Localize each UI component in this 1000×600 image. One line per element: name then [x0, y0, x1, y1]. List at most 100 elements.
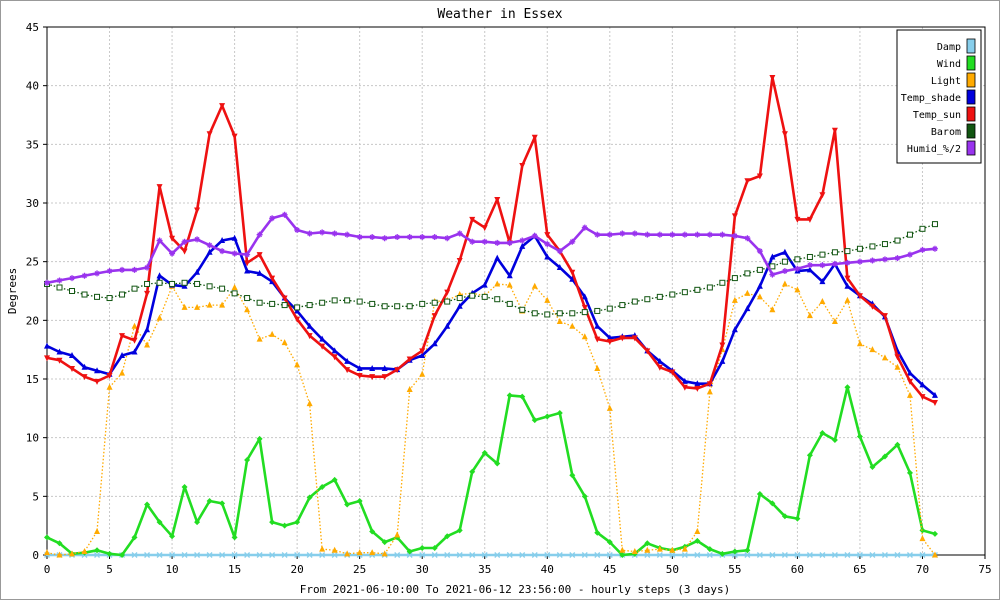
data-point-temp-sun	[869, 303, 876, 310]
data-point-light	[219, 301, 226, 308]
data-point-temp-shade	[69, 352, 76, 359]
data-point-light	[194, 303, 201, 310]
data-point-temp-sun	[519, 162, 526, 169]
data-point-damp	[756, 552, 763, 558]
data-point-barom	[556, 310, 563, 317]
data-point-damp	[256, 552, 263, 558]
data-point-damp	[681, 552, 688, 558]
series-barom	[44, 221, 938, 318]
data-point-light	[281, 339, 288, 346]
data-point-damp	[481, 552, 488, 558]
data-point-light	[406, 386, 413, 393]
data-point-temp-shade	[319, 335, 326, 342]
data-point-light	[256, 335, 263, 342]
data-point-humid-2	[569, 238, 576, 245]
data-point-light	[144, 341, 151, 348]
data-point-temp-sun	[269, 275, 276, 282]
series-humid-2	[44, 211, 938, 286]
data-point-damp	[494, 552, 501, 558]
data-point-barom	[69, 288, 76, 294]
data-point-temp-sun	[244, 260, 251, 267]
data-point-barom	[444, 298, 451, 305]
data-point-damp	[919, 552, 926, 558]
data-point-humid-2	[456, 230, 463, 237]
chart-title: Weather in Essex	[437, 7, 562, 22]
data-point-light	[594, 364, 601, 371]
data-point-barom	[256, 299, 263, 306]
data-point-humid-2	[819, 262, 826, 269]
data-point-barom	[831, 249, 838, 256]
data-point-temp-shade	[844, 282, 851, 289]
data-point-temp-shade	[694, 380, 701, 387]
data-point-temp-sun	[494, 196, 501, 203]
data-point-temp-shade	[919, 381, 926, 388]
data-point-temp-sun	[81, 374, 88, 381]
data-point-humid-2	[619, 230, 626, 237]
data-point-humid-2	[306, 230, 313, 237]
data-point-humid-2	[281, 211, 288, 218]
legend-label-humid-2: Humid_%/2	[907, 144, 961, 155]
data-point-temp-shade	[519, 242, 526, 249]
data-point-wind	[119, 552, 126, 558]
data-point-barom	[619, 302, 626, 309]
data-point-light	[381, 550, 388, 557]
y-axis-label: Degrees	[6, 268, 19, 314]
data-point-damp	[794, 552, 801, 558]
data-point-wind	[356, 498, 363, 505]
data-point-barom	[431, 299, 438, 306]
data-point-humid-2	[406, 234, 413, 241]
data-point-barom	[506, 300, 513, 307]
data-point-temp-sun	[894, 354, 901, 361]
data-point-barom	[194, 280, 201, 287]
data-point-barom	[156, 279, 163, 286]
data-point-light	[706, 388, 713, 395]
x-tick-label: 0	[44, 563, 51, 576]
data-point-barom	[531, 310, 538, 317]
data-point-damp	[181, 552, 188, 558]
data-point-humid-2	[756, 248, 763, 255]
data-point-temp-sun	[931, 399, 938, 406]
data-point-temp-sun	[144, 290, 151, 297]
data-point-temp-sun	[106, 372, 113, 379]
data-point-temp-shade	[344, 357, 351, 364]
legend: Damp Wind Light Temp_shade Temp_sun Barom Humi…	[896, 29, 982, 164]
data-point-wind	[131, 534, 138, 541]
data-point-wind	[544, 413, 551, 420]
data-point-temp-shade	[481, 281, 488, 288]
data-point-barom	[56, 284, 63, 291]
data-point-light	[806, 312, 813, 319]
data-point-temp-shade	[906, 369, 913, 376]
data-point-temp-sun	[619, 335, 626, 342]
data-point-humid-2	[69, 275, 76, 282]
y-axis-ticks: 0 5 10 15 20 25 30 35 40 45	[26, 21, 47, 562]
data-point-humid-2	[794, 265, 801, 272]
data-point-barom	[381, 303, 388, 310]
data-point-humid-2	[844, 259, 851, 266]
series-wind	[44, 384, 938, 558]
data-point-damp	[394, 552, 401, 558]
data-point-temp-shade	[231, 234, 238, 241]
data-point-humid-2	[631, 230, 638, 237]
data-point-humid-2	[531, 232, 538, 239]
data-point-wind	[831, 437, 838, 444]
data-point-light	[756, 293, 763, 300]
data-point-temp-sun	[769, 74, 776, 81]
data-point-temp-sun	[481, 225, 488, 232]
data-point-temp-shade	[769, 253, 776, 260]
data-point-light	[231, 283, 238, 290]
data-point-wind	[819, 429, 826, 436]
data-point-wind	[431, 544, 438, 551]
data-point-temp-sun	[744, 178, 751, 185]
data-point-damp	[881, 552, 888, 558]
data-point-damp	[431, 552, 438, 558]
data-point-temp-sun	[781, 131, 788, 138]
data-point-temp-shade	[381, 364, 388, 371]
data-point-light	[319, 545, 326, 552]
data-point-damp	[519, 552, 526, 558]
data-point-wind	[144, 501, 151, 508]
data-point-temp-shade	[331, 347, 338, 354]
data-point-damp	[606, 552, 613, 558]
data-point-wind	[331, 476, 338, 483]
data-point-temp-shade	[656, 357, 663, 364]
data-point-temp-sun	[606, 338, 613, 345]
